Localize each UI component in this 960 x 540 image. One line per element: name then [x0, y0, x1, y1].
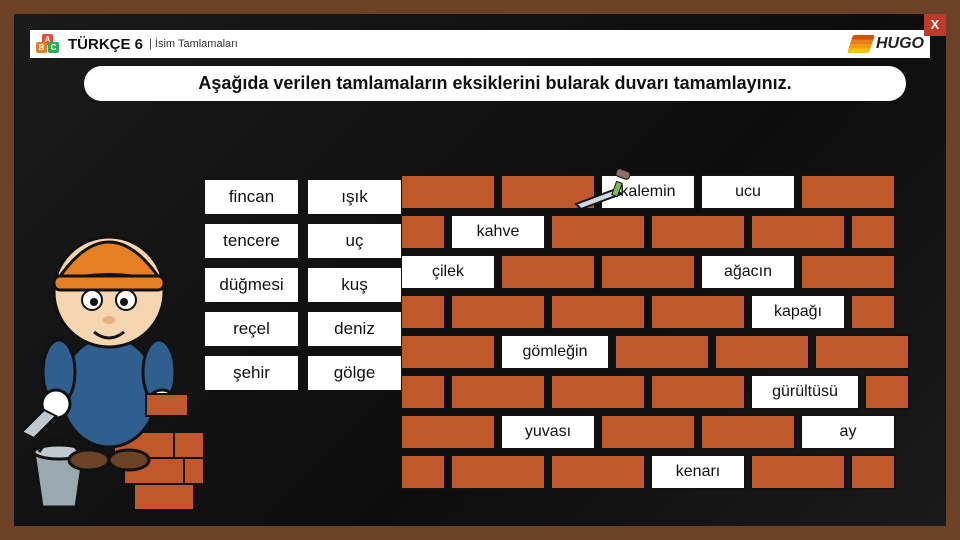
brick-slot[interactable]: [550, 374, 646, 410]
brick-slot[interactable]: [850, 454, 896, 490]
brick-slot[interactable]: [600, 254, 696, 290]
word-recel[interactable]: reçel: [204, 311, 299, 347]
brick-slot[interactable]: [450, 454, 546, 490]
brick-slot[interactable]: [550, 454, 646, 490]
word-kus[interactable]: kuş: [307, 267, 402, 303]
abc-icon: A B C: [36, 34, 60, 54]
word-tencere[interactable]: tencere: [204, 223, 299, 259]
brick-slot[interactable]: [750, 454, 846, 490]
brick-slot[interactable]: [400, 334, 496, 370]
brick-agacin[interactable]: ağacın: [700, 254, 796, 290]
brick-slot[interactable]: [500, 254, 596, 290]
brick-slot[interactable]: [550, 294, 646, 330]
instruction-text: Aşağıda verilen tamlamaların eksiklerini…: [84, 66, 906, 101]
brick-kapagi[interactable]: kapağı: [750, 294, 846, 330]
word-deniz[interactable]: deniz: [307, 311, 402, 347]
brick-yuvasi[interactable]: yuvası: [500, 414, 596, 450]
brick-slot[interactable]: [400, 414, 496, 450]
brick-slot[interactable]: [850, 214, 896, 250]
topbar: A B C TÜRKÇE 6 | İsim Tamlamaları HUGO: [30, 30, 930, 58]
brick-slot[interactable]: [614, 334, 710, 370]
brick-slot[interactable]: [814, 334, 910, 370]
wordbank: fincan ışık tencere uç düğmesi kuş reçel…: [204, 179, 402, 399]
word-isik[interactable]: ışık: [307, 179, 402, 215]
brick-slot[interactable]: [600, 414, 696, 450]
hugo-bars-icon: [847, 35, 875, 53]
trowel-icon: [566, 164, 636, 214]
brick-slot[interactable]: [800, 254, 896, 290]
brick-slot[interactable]: [400, 214, 446, 250]
brick-gurultusu[interactable]: gürültüsü: [750, 374, 860, 410]
brick-slot[interactable]: [550, 214, 646, 250]
brick-gomlegin[interactable]: gömleğin: [500, 334, 610, 370]
brick-slot[interactable]: [800, 174, 896, 210]
abc-letter-b: B: [36, 42, 47, 53]
word-sehir[interactable]: şehir: [204, 355, 299, 391]
builder-character: [14, 172, 204, 512]
brick-wall: kalemin ucu kahve çilek ağacın kap: [400, 174, 920, 494]
brick-slot[interactable]: [650, 214, 746, 250]
brick-slot[interactable]: [700, 414, 796, 450]
brick-slot[interactable]: [714, 334, 810, 370]
brick-kenari[interactable]: kenarı: [650, 454, 746, 490]
brick-slot[interactable]: [650, 294, 746, 330]
title-subtitle: | İsim Tamlamaları: [149, 38, 238, 50]
brick-ucu[interactable]: ucu: [700, 174, 796, 210]
abc-letter-c: C: [48, 42, 59, 53]
brick-kahve[interactable]: kahve: [450, 214, 546, 250]
close-button[interactable]: X: [924, 14, 946, 36]
hugo-text: HUGO: [876, 35, 924, 53]
title-main: TÜRKÇE 6: [68, 36, 143, 53]
brick-slot[interactable]: [750, 214, 846, 250]
brick-slot[interactable]: [400, 374, 446, 410]
brick-slot[interactable]: [400, 174, 496, 210]
brick-slot[interactable]: [400, 454, 446, 490]
brick-slot[interactable]: [450, 294, 546, 330]
brick-slot[interactable]: [850, 294, 896, 330]
brick-slot[interactable]: [650, 374, 746, 410]
brick-slot[interactable]: [864, 374, 910, 410]
chalkboard-frame: X A B C TÜRKÇE 6 | İsim Tamlamaları HUGO…: [0, 0, 960, 540]
hugo-logo: HUGO: [850, 35, 924, 53]
word-uc[interactable]: uç: [307, 223, 402, 259]
brick-slot[interactable]: [450, 374, 546, 410]
word-dugmesi[interactable]: düğmesi: [204, 267, 299, 303]
brick-slot[interactable]: [400, 294, 446, 330]
word-fincan[interactable]: fincan: [204, 179, 299, 215]
word-golge[interactable]: gölge: [307, 355, 402, 391]
brick-cilek[interactable]: çilek: [400, 254, 496, 290]
brick-ay[interactable]: ay: [800, 414, 896, 450]
